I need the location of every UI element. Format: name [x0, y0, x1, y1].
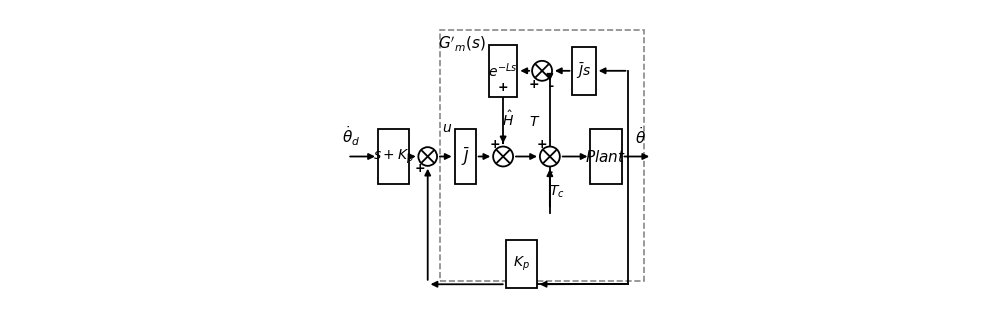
Text: -: - [547, 166, 552, 179]
Text: $T_c$: $T_c$ [549, 183, 565, 200]
Text: -: - [425, 169, 430, 182]
FancyBboxPatch shape [506, 240, 537, 288]
Text: +: + [528, 78, 539, 91]
Text: $\dot{\theta}_d$: $\dot{\theta}_d$ [342, 125, 360, 148]
Text: $\hat{H}$: $\hat{H}$ [502, 110, 514, 129]
Text: $\bar{J}$: $\bar{J}$ [461, 146, 470, 167]
Text: +: + [498, 81, 508, 95]
Text: $Plant$: $Plant$ [585, 148, 626, 165]
Circle shape [493, 146, 513, 167]
Text: $G'_m(s)$: $G'_m(s)$ [438, 34, 486, 53]
FancyBboxPatch shape [572, 47, 596, 95]
FancyBboxPatch shape [489, 45, 517, 96]
Text: +: + [414, 162, 425, 175]
Text: +: + [489, 138, 500, 151]
FancyBboxPatch shape [590, 129, 622, 184]
Text: +: + [536, 138, 547, 151]
FancyBboxPatch shape [378, 129, 409, 184]
Circle shape [418, 147, 437, 166]
Text: -: - [549, 80, 554, 93]
Text: $T$: $T$ [529, 115, 541, 129]
Text: $u$: $u$ [442, 121, 452, 136]
Text: $\dot{\theta}$: $\dot{\theta}$ [635, 126, 646, 147]
Text: $K_p$: $K_p$ [513, 255, 530, 273]
Text: $e^{-Ls}$: $e^{-Ls}$ [488, 62, 518, 80]
Circle shape [532, 61, 552, 81]
Text: $s+K_p$: $s+K_p$ [373, 147, 414, 166]
Text: $\bar{J}s$: $\bar{J}s$ [576, 61, 592, 81]
FancyBboxPatch shape [455, 129, 476, 184]
Circle shape [540, 146, 560, 167]
